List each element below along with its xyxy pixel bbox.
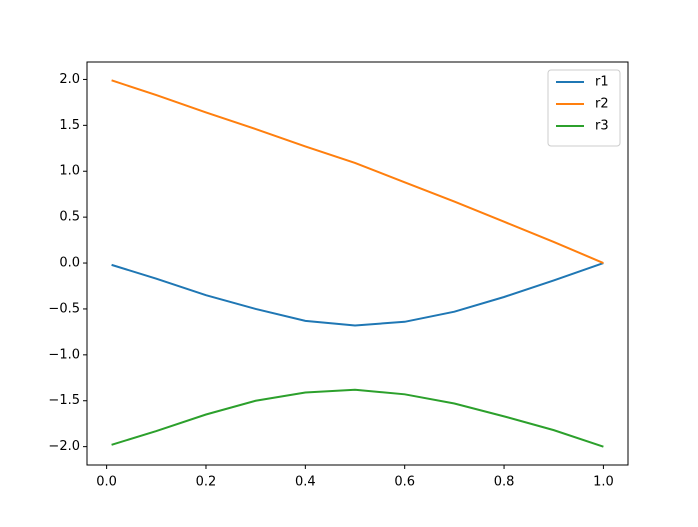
plot-frame (86, 61, 629, 466)
y-tick-label: 0.5 (59, 210, 80, 225)
legend-label: r2 (595, 97, 609, 112)
legend-label: r3 (595, 119, 609, 134)
y-tick-label: −1.5 (48, 393, 80, 408)
line-series (111, 79, 604, 264)
y-tick-label: 1.0 (59, 164, 80, 179)
x-tick-label: 0.8 (494, 475, 515, 490)
y-tick-label: −2.0 (48, 439, 80, 454)
x-tick-label: 0.2 (196, 475, 217, 490)
y-tick-label: 0.0 (59, 256, 80, 271)
x-tick-label: 0.0 (96, 475, 117, 490)
x-tick-label: 0.4 (295, 475, 316, 490)
y-tick-label: 1.5 (59, 118, 80, 133)
line-series (111, 388, 604, 448)
line-series (111, 262, 604, 327)
x-tick-label: 0.6 (394, 475, 415, 490)
x-tick-label: 1.0 (593, 475, 614, 490)
y-tick-label: −0.5 (48, 301, 80, 316)
y-tick-label: 2.0 (59, 72, 80, 87)
legend-label: r1 (595, 75, 609, 90)
y-tick-label: −1.0 (48, 347, 80, 362)
